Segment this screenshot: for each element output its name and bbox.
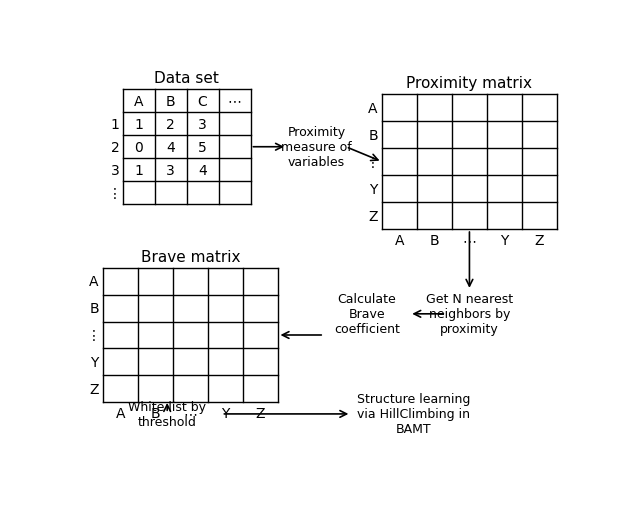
Text: A: A xyxy=(116,407,125,420)
Text: A: A xyxy=(368,102,378,116)
Text: A: A xyxy=(134,94,143,108)
Text: Calculate
Brave
coefficient: Calculate Brave coefficient xyxy=(334,293,400,336)
Text: 2: 2 xyxy=(166,117,175,131)
Text: ⋮: ⋮ xyxy=(366,156,380,169)
Text: B: B xyxy=(166,94,175,108)
Text: Z: Z xyxy=(534,233,544,247)
Text: Y: Y xyxy=(369,182,377,196)
Text: B: B xyxy=(89,301,99,316)
Text: ⋯: ⋯ xyxy=(463,233,476,247)
Text: B: B xyxy=(151,407,161,420)
Text: 0: 0 xyxy=(134,140,143,155)
Text: ⋯: ⋯ xyxy=(184,407,197,420)
Text: White list by
threshold: White list by threshold xyxy=(128,400,206,428)
Text: 3: 3 xyxy=(198,117,207,131)
Text: 1: 1 xyxy=(111,117,119,131)
Text: ⋮: ⋮ xyxy=(108,186,122,200)
Text: Get N nearest
neighbors by
proximity: Get N nearest neighbors by proximity xyxy=(426,293,513,336)
Text: B: B xyxy=(368,129,378,142)
Text: ⋮: ⋮ xyxy=(87,328,101,342)
Text: Y: Y xyxy=(500,233,509,247)
Text: Y: Y xyxy=(90,355,98,369)
Text: 3: 3 xyxy=(166,164,175,177)
Text: Z: Z xyxy=(89,382,99,396)
Text: 3: 3 xyxy=(111,164,119,177)
Text: Data set: Data set xyxy=(154,71,219,86)
Text: 5: 5 xyxy=(198,140,207,155)
Text: 4: 4 xyxy=(198,164,207,177)
Text: A: A xyxy=(395,233,404,247)
Text: Z: Z xyxy=(255,407,265,420)
Text: 2: 2 xyxy=(111,140,119,155)
Text: Structure learning
via HillClimbing in
BAMT: Structure learning via HillClimbing in B… xyxy=(356,393,470,435)
Text: Brave matrix: Brave matrix xyxy=(141,249,240,264)
Text: B: B xyxy=(429,233,440,247)
Text: 1: 1 xyxy=(134,164,143,177)
Text: Y: Y xyxy=(221,407,230,420)
Text: Proximity
measure of
variables: Proximity measure of variables xyxy=(281,126,352,169)
Text: Proximity matrix: Proximity matrix xyxy=(406,76,532,91)
Text: 4: 4 xyxy=(166,140,175,155)
Text: 1: 1 xyxy=(134,117,143,131)
Text: C: C xyxy=(198,94,207,108)
Text: ⋯: ⋯ xyxy=(228,94,241,108)
Text: Z: Z xyxy=(368,209,378,223)
Text: A: A xyxy=(89,275,99,288)
